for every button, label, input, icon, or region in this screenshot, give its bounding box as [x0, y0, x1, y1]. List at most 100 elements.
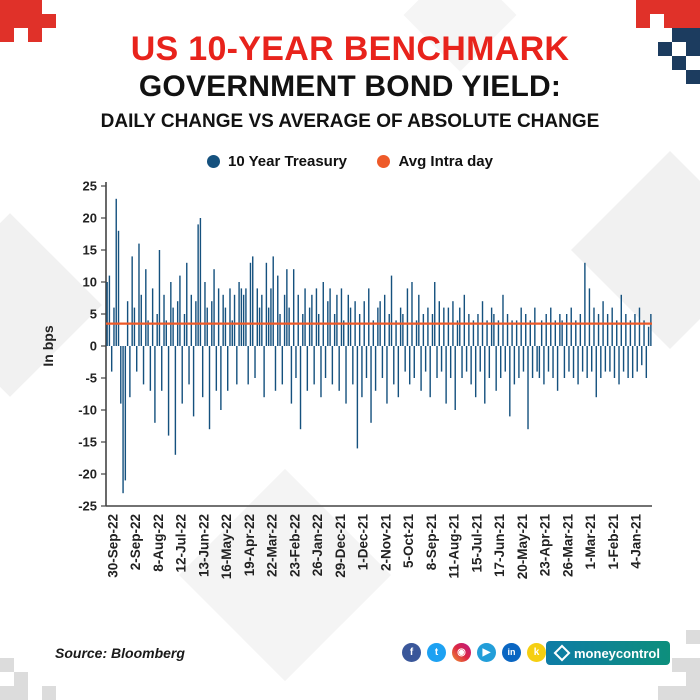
bar	[518, 346, 520, 378]
bar	[322, 282, 324, 346]
bar	[445, 346, 447, 404]
bar	[536, 346, 538, 372]
bar	[220, 346, 222, 410]
bar	[570, 307, 572, 346]
bar	[399, 307, 402, 346]
koo-icon[interactable]: k	[527, 643, 546, 662]
bar	[472, 320, 475, 346]
bar	[140, 294, 142, 346]
bar	[377, 307, 379, 346]
bar	[413, 346, 415, 378]
bond-yield-bar-chart: 25 20 15 10 5 0 -5 -10 -15 -20 -25 30-Sep-22 2-Sep-2…	[40, 179, 652, 580]
bar	[490, 307, 493, 346]
title-line-3: DAILY CHANGE VS AVERAGE OF ABSOLUTE CHAN…	[100, 111, 600, 132]
bar	[231, 320, 233, 346]
legend-label-treasury: 10 Year Treasury	[228, 153, 348, 170]
bar	[559, 314, 561, 346]
bar	[290, 346, 293, 404]
moneycontrol-logo-text: moneycontrol	[574, 645, 660, 661]
bar	[522, 346, 525, 372]
x-tick-label: 19-Apr-22	[242, 514, 257, 576]
bar	[641, 346, 643, 366]
bar	[120, 346, 122, 404]
bar	[161, 346, 163, 391]
bar	[129, 346, 131, 398]
y-tick-label: 15	[83, 243, 97, 258]
bar	[493, 314, 495, 346]
bar	[424, 346, 427, 372]
bar	[622, 346, 625, 372]
bar	[295, 346, 297, 378]
bar	[165, 320, 167, 346]
bar	[281, 346, 284, 385]
bar	[272, 256, 274, 346]
facebook-icon[interactable]: f	[402, 643, 421, 662]
bar	[631, 346, 634, 378]
x-tick-labels: 30-Sep-22 2-Sep-22 8-Aug-22 12-Jul-22 13-Jun…	[105, 514, 643, 580]
bar	[502, 294, 504, 346]
bar	[201, 346, 204, 398]
bar	[142, 346, 145, 385]
bar	[108, 275, 111, 346]
bar	[138, 243, 140, 346]
bar	[456, 320, 459, 346]
linkedin-icon[interactable]: in	[502, 643, 521, 662]
bar	[349, 307, 352, 346]
bar	[506, 314, 509, 346]
bar	[302, 314, 304, 346]
bar	[318, 314, 320, 346]
bar	[616, 320, 618, 346]
bar	[263, 346, 265, 398]
bar	[381, 346, 384, 378]
legend-dot-avg-icon	[377, 155, 391, 168]
moneycontrol-logo[interactable]: moneycontrol	[546, 641, 670, 665]
bar	[527, 346, 529, 430]
x-tick-label: 26-Mar-21	[560, 514, 575, 578]
bar	[261, 294, 263, 346]
bar	[131, 256, 133, 346]
telegram-icon[interactable]: ▶	[477, 643, 496, 662]
x-tick-label: 13-Jun-22	[196, 514, 211, 577]
bar	[543, 346, 545, 385]
bar	[188, 346, 190, 385]
bar	[358, 314, 361, 346]
source-label: Source: Bloomberg	[55, 645, 185, 661]
bar	[388, 314, 390, 346]
bar	[534, 307, 536, 346]
bar	[550, 307, 552, 346]
bar	[600, 346, 602, 378]
bar	[206, 307, 208, 346]
bar	[247, 346, 249, 385]
instagram-icon[interactable]: ◉	[452, 643, 471, 662]
bar	[575, 320, 577, 346]
chart-legend: 10 Year Treasury Avg Intra day	[0, 153, 700, 173]
y-axis-title: In bps	[40, 325, 56, 366]
bar	[409, 346, 411, 385]
bar	[329, 288, 331, 346]
x-tick-label: 17-Jun-21	[492, 514, 507, 578]
bar	[151, 288, 154, 346]
bar	[586, 346, 588, 378]
bar	[470, 346, 472, 385]
bar	[647, 326, 650, 346]
bar	[197, 224, 199, 346]
x-tick-label: 8-Sep-21	[424, 514, 439, 571]
bar	[315, 288, 318, 346]
x-tick-label: 2-Sep-22	[128, 514, 143, 570]
bar	[217, 288, 220, 346]
bar	[415, 320, 418, 346]
bar	[595, 346, 597, 398]
title-line-1: US 10-YEAR BENCHMARK	[130, 30, 570, 68]
bar	[283, 294, 286, 346]
bar	[215, 346, 218, 391]
bar	[509, 346, 511, 417]
twitter-icon[interactable]: t	[427, 643, 446, 662]
bar	[154, 346, 156, 423]
bar	[145, 269, 147, 346]
bar	[233, 294, 236, 346]
bar	[613, 346, 616, 378]
bar	[449, 346, 452, 378]
bar	[288, 307, 290, 346]
bar	[454, 346, 456, 410]
bar	[133, 307, 136, 346]
